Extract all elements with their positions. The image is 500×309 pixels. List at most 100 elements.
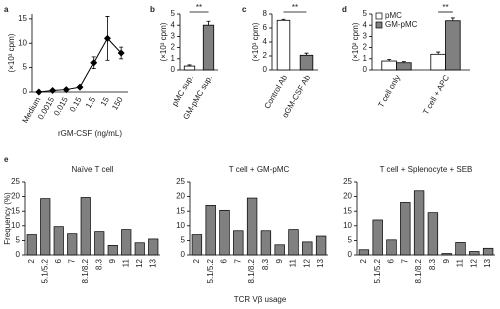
bar <box>302 241 313 256</box>
y-tick-label: 10 <box>18 38 27 47</box>
y-tick-label: 10 <box>11 221 20 230</box>
bar <box>40 198 51 256</box>
bar <box>469 251 480 256</box>
y-tick-label: 5 <box>171 9 176 18</box>
x-tick-label: 9 <box>442 258 451 263</box>
x-tick-label: 8.3 <box>261 258 270 270</box>
y-tick-label: 10 <box>343 221 352 230</box>
y-axis-label: (×10² cpm) <box>351 22 360 61</box>
bar <box>246 197 258 256</box>
x-tick-label: 5.1/5.2 <box>40 258 49 283</box>
marker <box>90 59 98 67</box>
bar <box>219 209 230 256</box>
x-tick-label: 6 <box>220 258 229 263</box>
panel-letter: c <box>242 5 247 14</box>
bar <box>358 249 370 256</box>
y-axis-label: (×10³ cpm) <box>159 22 168 61</box>
y-tick-label: 15 <box>18 14 27 23</box>
bar <box>94 231 105 256</box>
x-tick-label: 12 <box>302 258 311 267</box>
x-tick-label: 8.1/8.2 <box>247 258 256 283</box>
marker <box>62 86 70 94</box>
panel-letter: b <box>150 5 155 14</box>
significance-label: ** <box>196 3 202 12</box>
bar <box>107 245 118 256</box>
bar <box>445 20 461 71</box>
bar <box>274 244 285 256</box>
x-tick-label: T cell + APC <box>421 73 451 116</box>
x-tick-label: 12 <box>135 258 144 267</box>
y-tick-label: 3 <box>171 32 176 41</box>
y-axis-label: (×10³ cpm) <box>7 33 16 72</box>
x-tick-label: 12 <box>469 258 478 267</box>
legend-swatch <box>375 21 383 29</box>
error-bar <box>281 18 286 21</box>
bar <box>427 212 439 256</box>
x-tick-label: 13 <box>483 258 492 267</box>
x-tick-label: 6 <box>387 258 396 263</box>
y-tick-label: 0 <box>23 87 28 96</box>
y-tick-label: 20 <box>343 192 352 201</box>
y-tick-label: 5 <box>16 236 21 245</box>
y-axis-label: (×10³ cpm) <box>251 22 260 61</box>
y-tick-label: 5 <box>348 236 353 245</box>
y-tick-label: 5 <box>23 63 28 72</box>
x-tick-label: 8.3 <box>94 258 103 270</box>
x-tick-label: 0.15 <box>68 95 84 113</box>
bar <box>386 239 397 256</box>
x-tick-label: 15 <box>99 95 112 108</box>
y-tick-label: 0 <box>171 65 176 74</box>
error-bar <box>304 52 309 56</box>
bar <box>372 219 383 256</box>
y-tick-label: 25 <box>176 177 185 186</box>
x-tick-label: 13 <box>148 258 157 267</box>
marker <box>76 83 84 91</box>
bar <box>148 238 159 256</box>
bar <box>430 53 446 71</box>
legend-swatch <box>375 12 383 20</box>
subplot-title: T cell + Splenocyte + SEB <box>380 165 473 174</box>
error-bar <box>450 17 455 21</box>
y-tick-label: 4 <box>363 20 368 29</box>
y-tick-label: 4 <box>171 20 176 29</box>
x-tick-label: 7 <box>233 258 242 263</box>
bar <box>441 253 452 256</box>
y-tick-label: 0 <box>263 65 268 74</box>
y-tick-label: 0 <box>16 250 21 259</box>
y-tick-label: 2 <box>363 43 368 52</box>
bar <box>413 190 425 256</box>
y-tick-label: 20 <box>11 192 20 201</box>
y-tick-label: 5 <box>181 236 186 245</box>
y-tick-label: 3 <box>363 32 368 41</box>
x-tick-label: 11 <box>456 258 465 267</box>
x-tick-label: 2 <box>27 258 36 263</box>
y-tick-label: 0 <box>181 250 186 259</box>
subplot-title: T cell + GM-pMC <box>229 165 290 174</box>
y-tick-label: 6 <box>263 23 268 32</box>
bar <box>202 24 215 71</box>
y-tick-label: 1 <box>363 54 368 63</box>
y-tick-label: 20 <box>176 192 185 201</box>
x-tick-label: 6 <box>54 258 63 263</box>
y-tick-label: 0 <box>348 250 353 259</box>
error-bar <box>187 64 192 67</box>
bar <box>260 230 272 256</box>
y-tick-label: 1 <box>171 54 176 63</box>
x-tick-label: 13 <box>316 258 325 267</box>
bar <box>400 202 411 256</box>
bar <box>233 230 244 256</box>
error-bar <box>401 61 406 63</box>
y-tick-label: 4 <box>263 37 268 46</box>
y-tick-label: 25 <box>11 177 20 186</box>
x-tick-label: 1.5 <box>84 95 98 110</box>
y-tick-label: 10 <box>176 221 185 230</box>
y-tick-label: 5 <box>363 9 368 18</box>
x-tick-label: 7 <box>67 258 76 263</box>
legend-label: GM-pMC <box>385 20 418 29</box>
bar <box>134 242 145 256</box>
error-bar <box>206 20 211 26</box>
bar <box>205 205 216 256</box>
y-tick-label: 25 <box>343 177 352 186</box>
significance-label: ** <box>292 3 298 12</box>
